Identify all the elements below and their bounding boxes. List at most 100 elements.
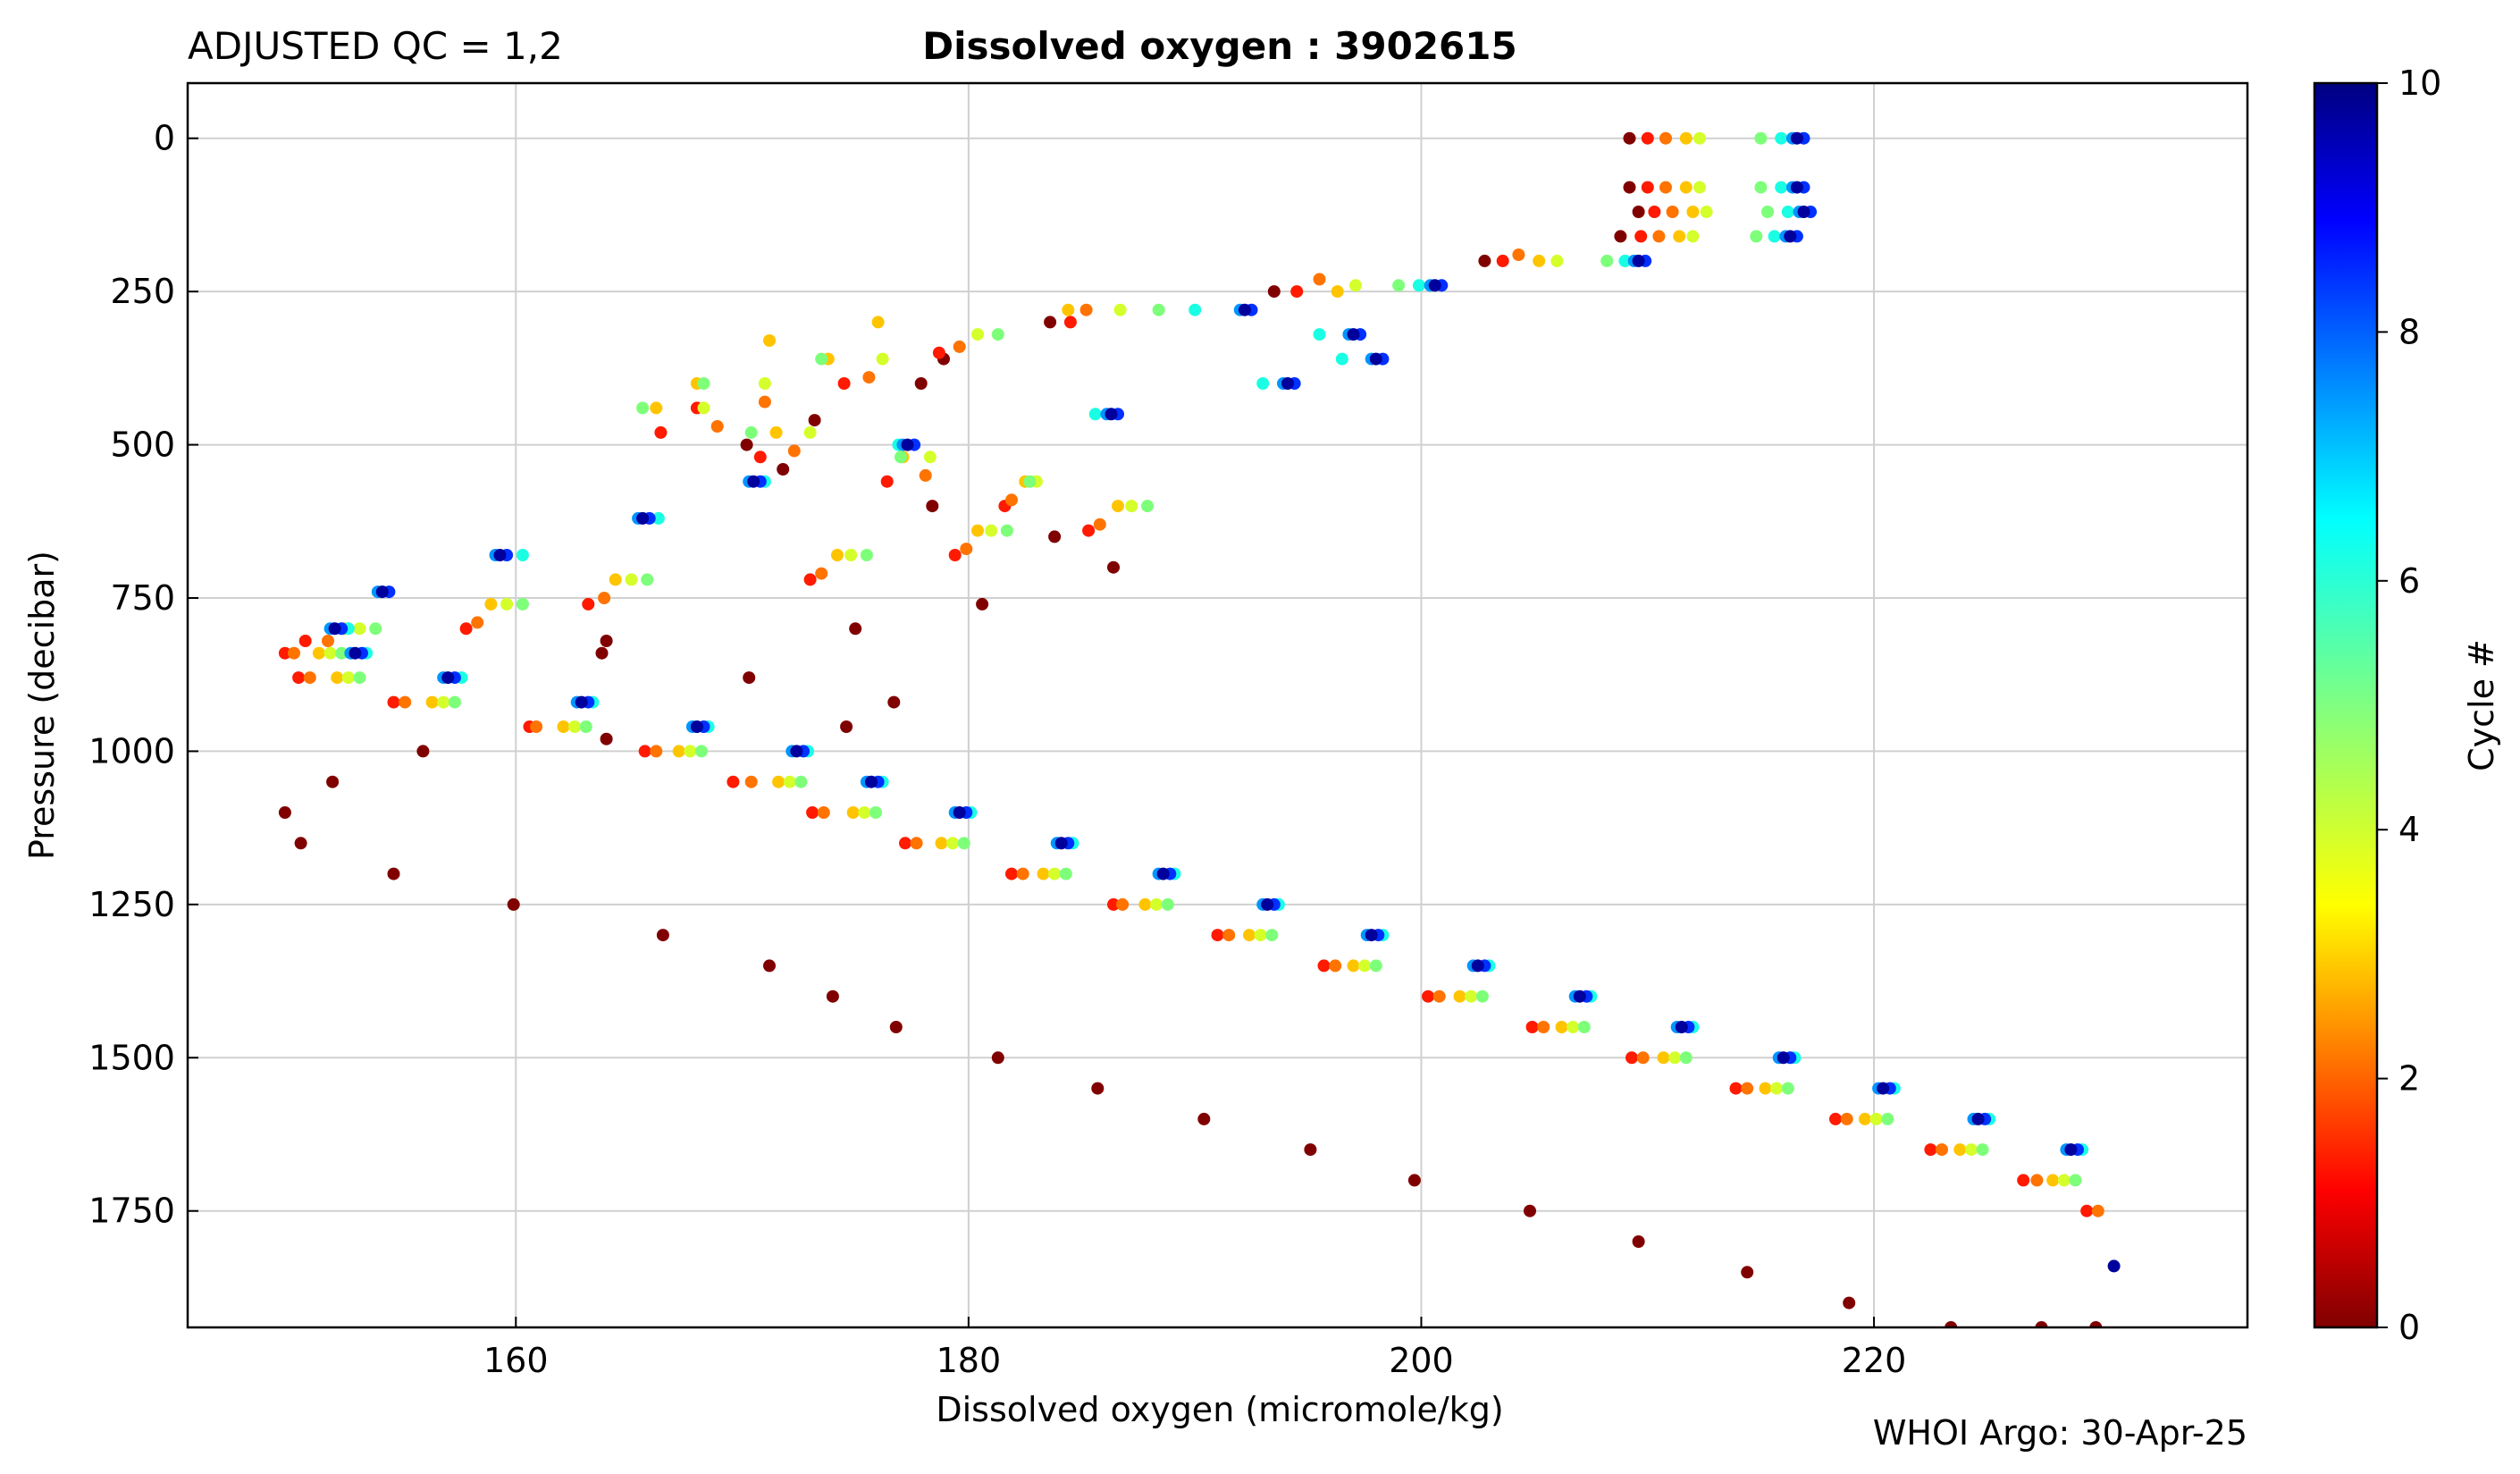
data-point [2030, 1174, 2044, 1187]
x-tick-label: 220 [1842, 1341, 1907, 1380]
data-point [1347, 328, 1360, 341]
data-point [1666, 206, 1679, 218]
data-point [935, 837, 948, 850]
data-point [817, 806, 830, 819]
data-point [1335, 352, 1348, 366]
grid-lines [188, 83, 2247, 1327]
data-point [919, 468, 932, 482]
data-point [328, 622, 341, 636]
data-point [1304, 1143, 1317, 1157]
data-point [1577, 1021, 1591, 1033]
data-point [1432, 990, 1446, 1003]
credit-text: WHOI Argo: 30-Apr-25 [1873, 1413, 2247, 1453]
data-point [1369, 959, 1382, 973]
data-point [710, 420, 724, 433]
data-point [1138, 897, 1152, 911]
x-tick-label: 180 [937, 1341, 1002, 1380]
data-point [636, 401, 650, 415]
data-point [803, 573, 817, 586]
data-point [753, 451, 767, 464]
data-point [1496, 254, 1509, 267]
colorbar-tick-label: 4 [2398, 810, 2420, 849]
data-point [1475, 990, 1489, 1003]
data-point [1623, 131, 1636, 145]
data-point [1105, 408, 1118, 421]
data-point [894, 451, 907, 464]
data-point [860, 549, 873, 561]
data-point [837, 377, 851, 390]
data-point [1407, 1174, 1421, 1187]
data-point [1797, 206, 1810, 218]
data-point [1222, 929, 1236, 942]
data-point [1265, 929, 1279, 942]
data-point [899, 837, 911, 850]
data-point [840, 720, 853, 733]
data-point [1614, 230, 1627, 243]
data-point [1392, 279, 1406, 292]
data-point [1750, 230, 1763, 243]
data-point [880, 475, 894, 488]
data-point [744, 425, 758, 439]
data-point [862, 371, 876, 384]
data-point [493, 549, 507, 561]
data-point [341, 671, 355, 685]
x-axis-label: Dissolved oxygen (micromole/kg) [936, 1390, 1503, 1429]
data-point [2089, 1321, 2103, 1327]
data-point [758, 377, 771, 390]
data-point [910, 837, 923, 850]
data-point [1107, 897, 1120, 911]
data-point [2035, 1321, 2048, 1327]
data-point [1537, 1021, 1550, 1033]
data-point [769, 425, 783, 439]
data-point [672, 745, 685, 758]
data-point [1770, 1082, 1784, 1095]
y-tick-label: 1750 [88, 1192, 175, 1231]
data-point [1243, 929, 1256, 942]
data-point [1686, 206, 1700, 218]
data-point [1478, 254, 1491, 267]
data-point [1573, 990, 1586, 1003]
data-point [876, 352, 889, 366]
data-point [1313, 273, 1326, 286]
data-point [471, 616, 484, 629]
data-point [1197, 1112, 1211, 1125]
data-point [1347, 959, 1360, 973]
data-point [387, 695, 400, 709]
data-point [641, 573, 654, 586]
data-point [326, 775, 340, 788]
data-point [292, 671, 306, 685]
y-tick-label: 500 [110, 425, 175, 465]
data-point [1023, 475, 1037, 488]
data-point [1623, 181, 1636, 194]
data-point [500, 597, 514, 611]
colorbar [2313, 81, 2379, 1329]
data-point [399, 695, 412, 709]
data-point [1781, 1082, 1794, 1095]
data-point [1550, 254, 1564, 267]
data-point [323, 646, 337, 660]
data-point [1525, 1021, 1539, 1033]
series-cycle-8 [335, 131, 2084, 1157]
data-point [387, 867, 400, 880]
data-point [298, 635, 312, 647]
data-point [600, 635, 613, 647]
data-point [278, 646, 291, 660]
data-point [516, 597, 529, 611]
data-point [1843, 1296, 1856, 1310]
data-point [2057, 1174, 2071, 1187]
data-point [2107, 1259, 2121, 1273]
data-points [278, 131, 2121, 1327]
data-point [887, 695, 901, 709]
y-axis-label: Pressure (decibar) [22, 551, 62, 860]
data-point [1881, 1112, 1894, 1125]
data-point [783, 775, 796, 788]
data-point [582, 597, 595, 611]
series-cycle-3 [312, 131, 2060, 1187]
data-point [1107, 560, 1120, 574]
data-point [1189, 303, 1202, 316]
data-point [1238, 303, 1251, 316]
data-point [957, 837, 970, 850]
data-point [331, 671, 344, 685]
data-point [948, 549, 962, 561]
